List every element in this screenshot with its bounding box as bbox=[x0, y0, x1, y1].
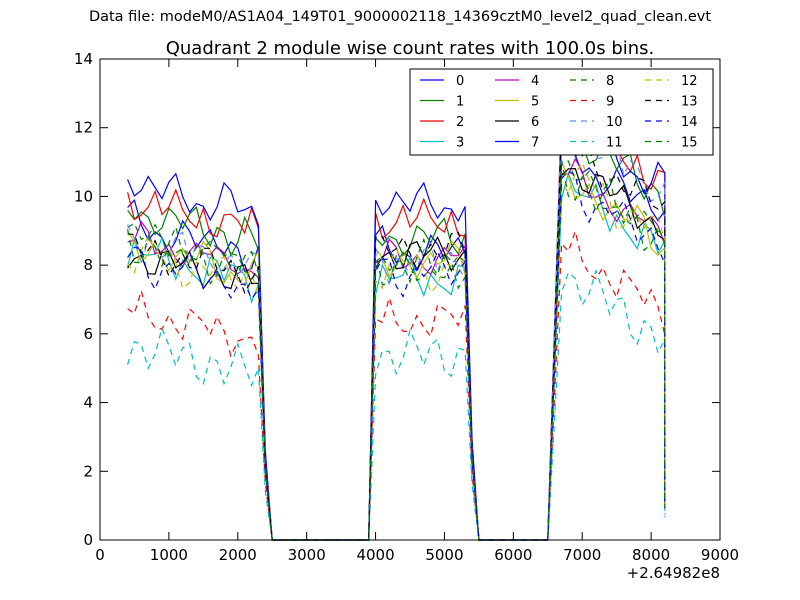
series-line-3 bbox=[127, 171, 666, 541]
y-tick-label: 10 bbox=[74, 187, 93, 205]
series-line-10 bbox=[127, 110, 666, 541]
series-line-9 bbox=[127, 229, 666, 541]
legend-label-8: 8 bbox=[606, 74, 614, 89]
legend-label-5: 5 bbox=[531, 95, 539, 110]
x-tick-label: 8000 bbox=[632, 546, 670, 564]
series-line-8 bbox=[127, 160, 666, 541]
x-tick-label: 2000 bbox=[219, 546, 257, 564]
chart-title: Quadrant 2 module wise count rates with … bbox=[166, 38, 655, 59]
x-offset-label: +2.64982e8 bbox=[627, 564, 720, 582]
legend-label-10: 10 bbox=[606, 115, 623, 130]
legend-label-13: 13 bbox=[681, 95, 698, 110]
legend-label-3: 3 bbox=[456, 136, 464, 151]
x-tick-label: 7000 bbox=[563, 546, 601, 564]
series-curves bbox=[127, 106, 666, 541]
x-tick-label: 3000 bbox=[288, 546, 326, 564]
x-tick-label: 4000 bbox=[356, 546, 394, 564]
y-tick-label: 6 bbox=[83, 325, 93, 343]
legend-label-2: 2 bbox=[456, 115, 464, 130]
y-tick-label: 14 bbox=[74, 50, 93, 68]
data-file-header: Data file: modeM0/AS1A04_149T01_90000021… bbox=[88, 9, 712, 25]
series-line-0 bbox=[127, 126, 666, 541]
legend-label-9: 9 bbox=[606, 95, 614, 110]
legend-label-11: 11 bbox=[606, 136, 623, 151]
x-tick-label: 6000 bbox=[494, 546, 532, 564]
legend-label-4: 4 bbox=[531, 74, 539, 89]
legend-label-14: 14 bbox=[681, 115, 698, 130]
legend-box bbox=[409, 68, 714, 156]
x-tick-label: 1000 bbox=[150, 546, 188, 564]
legend-label-15: 15 bbox=[681, 136, 698, 151]
axis-ticks: 0 1000 2000 3000 4000 5000 6000 7000 8000 9000 0 2 4… bbox=[74, 50, 739, 564]
y-tick-label: 8 bbox=[83, 256, 93, 274]
series-line-1 bbox=[127, 125, 666, 541]
series-line-15 bbox=[127, 160, 666, 541]
series-line-5 bbox=[127, 162, 666, 541]
plot-frame bbox=[99, 58, 721, 541]
x-tick-label: 0 bbox=[95, 546, 105, 564]
legend-label-7: 7 bbox=[531, 136, 539, 151]
y-tick-label: 0 bbox=[83, 531, 93, 549]
x-tick-label: 9000 bbox=[701, 546, 739, 564]
legend-label-6: 6 bbox=[531, 115, 539, 130]
y-tick-label: 2 bbox=[83, 462, 93, 480]
series-line-4 bbox=[127, 157, 666, 541]
x-tick-label: 5000 bbox=[425, 546, 463, 564]
series-line-11 bbox=[127, 268, 666, 541]
legend-label-12: 12 bbox=[681, 74, 698, 89]
legend-label-0: 0 bbox=[456, 74, 464, 89]
series-line-12 bbox=[127, 161, 666, 541]
legend-label-1: 1 bbox=[456, 95, 464, 110]
series-line-13 bbox=[127, 129, 666, 541]
y-tick-label: 4 bbox=[83, 394, 93, 412]
y-tick-label: 12 bbox=[74, 119, 93, 137]
